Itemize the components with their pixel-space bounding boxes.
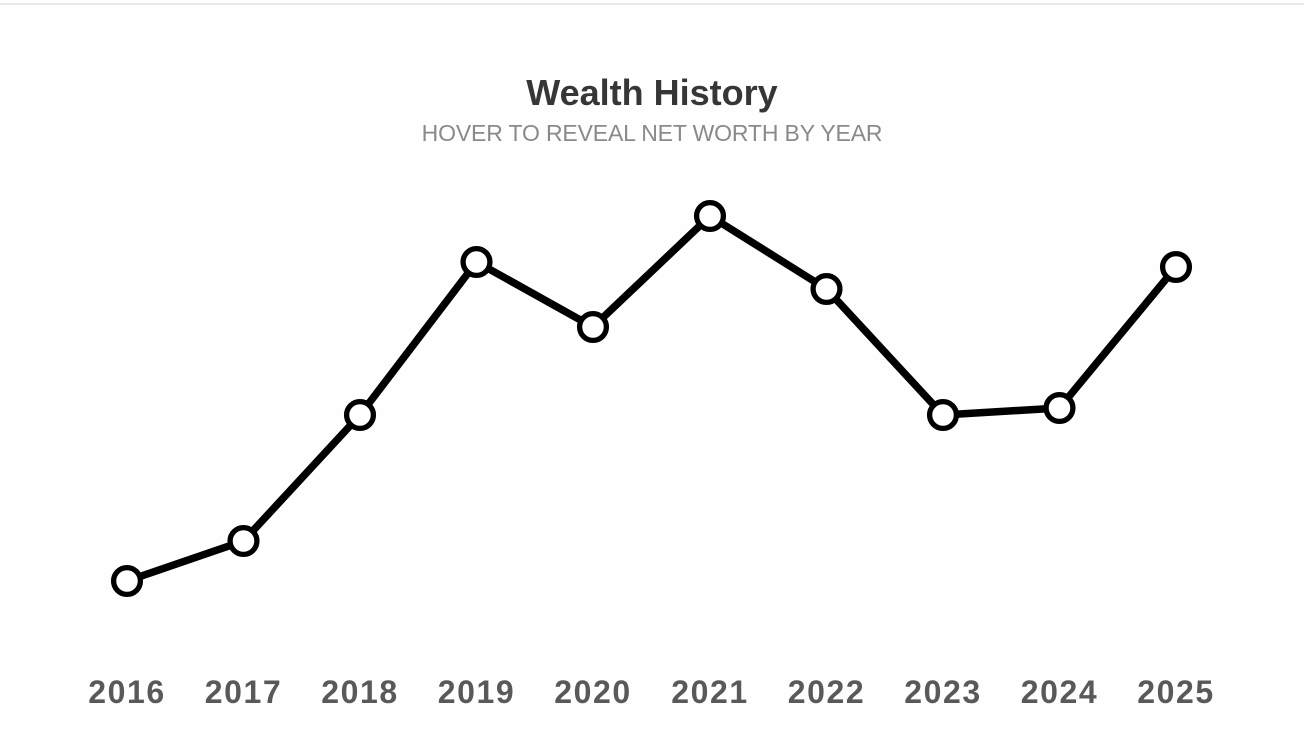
svg-text:2022: 2022 <box>788 674 866 710</box>
svg-text:2019: 2019 <box>438 674 516 710</box>
svg-text:2017: 2017 <box>205 674 283 710</box>
svg-text:2021: 2021 <box>671 674 749 710</box>
svg-text:2020: 2020 <box>554 674 632 710</box>
svg-text:2024: 2024 <box>1021 674 1099 710</box>
svg-text:2018: 2018 <box>321 674 399 710</box>
svg-text:2016: 2016 <box>88 674 166 710</box>
svg-text:2023: 2023 <box>904 674 982 710</box>
svg-text:2025: 2025 <box>1137 674 1215 710</box>
